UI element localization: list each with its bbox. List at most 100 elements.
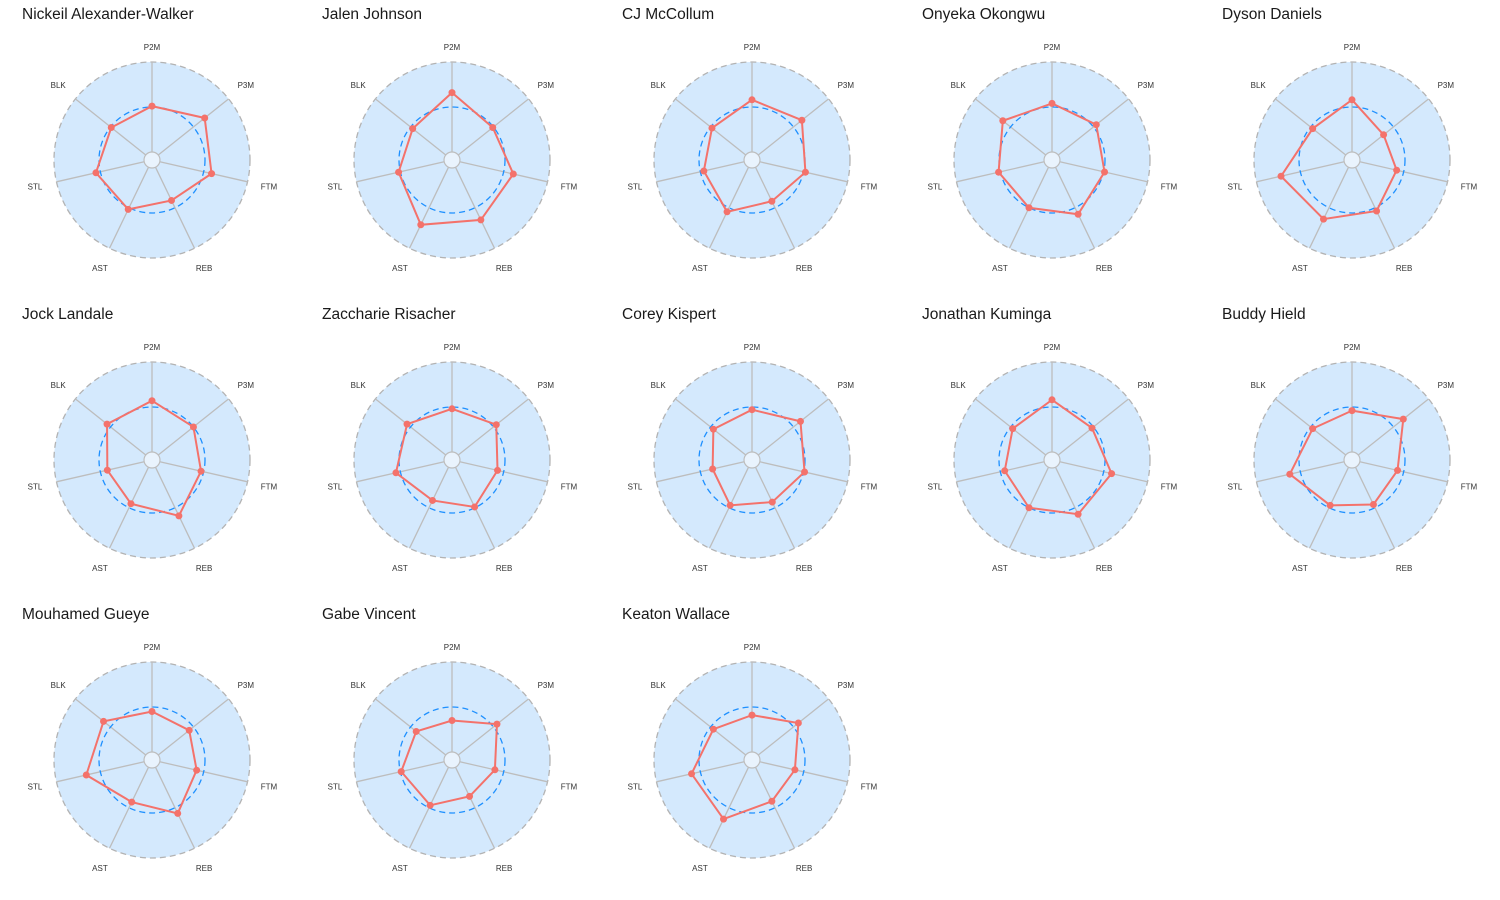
data-point (1380, 131, 1388, 139)
radar-panel: Gabe Vincent P2M P3M FTM REB AST STL BLK (322, 606, 578, 873)
axis-label: P3M (838, 381, 855, 390)
axis-label: REB (496, 264, 512, 273)
data-point (995, 168, 1003, 176)
series-line (394, 407, 499, 509)
axis-spoke (757, 98, 830, 156)
data-point (493, 720, 501, 728)
axis-label: P3M (1138, 381, 1155, 390)
axis-label: BLK (1251, 381, 1267, 390)
axis-spoke (154, 466, 196, 549)
axis-label: P3M (538, 681, 555, 690)
data-point (1074, 510, 1082, 518)
axis-label: REB (196, 564, 212, 573)
data-point (748, 406, 756, 414)
axis-label: REB (796, 264, 812, 273)
axis-label: FTM (561, 783, 578, 792)
center-hole (143, 751, 161, 769)
data-point (796, 417, 804, 425)
data-point (489, 124, 497, 132)
data-point (1348, 96, 1356, 104)
axis-spoke (757, 398, 830, 456)
axis-label: P2M (444, 343, 461, 352)
axis-spoke (108, 466, 150, 549)
data-point (999, 117, 1007, 125)
data-point (201, 114, 209, 122)
data-point (448, 89, 456, 97)
data-point (1394, 466, 1402, 474)
axis-label: P3M (538, 381, 555, 390)
axis-label: BLK (351, 681, 367, 690)
axis-label: BLK (651, 381, 667, 390)
data-point (1048, 99, 1056, 107)
axis-label: REB (496, 864, 512, 873)
radar-panel: CJ McCollum P2M P3M FTM REB AST STL BLK (622, 6, 878, 273)
axis-label: BLK (51, 81, 67, 90)
axis-label: AST (1292, 564, 1308, 573)
data-point (148, 708, 156, 715)
data-point (1309, 425, 1317, 433)
axis-label: FTM (861, 483, 878, 492)
axis-label: REB (796, 564, 812, 573)
data-point (1348, 407, 1356, 415)
data-point (477, 216, 485, 224)
axis-spoke (1354, 466, 1396, 549)
axis-label: STL (328, 183, 343, 192)
reference-circle (98, 106, 206, 214)
data-point (193, 766, 201, 774)
axis-label: P3M (238, 81, 255, 90)
axis-label: AST (392, 264, 408, 273)
panel-title: Jalen Johnson (322, 6, 422, 23)
panel-title: Onyeka Okongwu (922, 6, 1045, 23)
axis-label: P3M (1138, 81, 1155, 90)
data-point (148, 397, 156, 405)
data-point (167, 196, 175, 204)
data-point (700, 167, 708, 175)
data-point (1025, 504, 1033, 512)
data-point (794, 719, 802, 727)
axis-label: AST (392, 864, 408, 873)
data-point (92, 169, 100, 177)
data-point (1286, 470, 1294, 478)
panel-title: Mouhamed Gueye (22, 606, 150, 623)
data-point (1092, 121, 1100, 129)
data-point (392, 469, 400, 477)
axis-spoke (754, 466, 796, 549)
data-point (82, 771, 90, 779)
axis-label: STL (28, 483, 43, 492)
reference-circle (698, 706, 806, 814)
panel-title: Jonathan Kuminga (922, 306, 1052, 323)
series-line (94, 105, 213, 211)
data-point (491, 766, 499, 774)
radar-panel: Zaccharie Risacher P2M P3M FTM REB AST STL BLK (322, 306, 578, 573)
axis-label: REB (196, 264, 212, 273)
data-point (1309, 125, 1317, 133)
data-point (471, 503, 479, 511)
data-point (1320, 215, 1328, 223)
axis-label: FTM (861, 783, 878, 792)
axis-label: REB (496, 564, 512, 573)
axis-label: P3M (838, 681, 855, 690)
axis-label: STL (628, 783, 643, 792)
data-point (107, 124, 115, 132)
axis-label: BLK (51, 381, 67, 390)
axis-label: BLK (351, 381, 367, 390)
axis-spoke (154, 766, 196, 849)
data-point (801, 168, 809, 176)
axis-label: STL (928, 183, 943, 192)
data-point (1108, 470, 1116, 478)
data-point (492, 421, 500, 429)
axis-label: REB (1096, 264, 1112, 273)
data-point (1009, 425, 1017, 433)
data-point (1399, 415, 1407, 423)
data-point (174, 809, 182, 817)
panel-title: Zaccharie Risacher (322, 306, 456, 323)
data-point (1088, 424, 1096, 432)
data-point (494, 466, 502, 474)
data-point (768, 197, 776, 205)
radar-panel: Jock Landale P2M P3M FTM REB AST STL BLK (22, 306, 278, 573)
axis-label: P3M (838, 81, 855, 90)
radar-panel: Mouhamed Gueye P2M P3M FTM REB AST STL BLK (22, 606, 278, 873)
panel-title: Corey Kispert (622, 306, 717, 323)
series-line (106, 399, 203, 518)
